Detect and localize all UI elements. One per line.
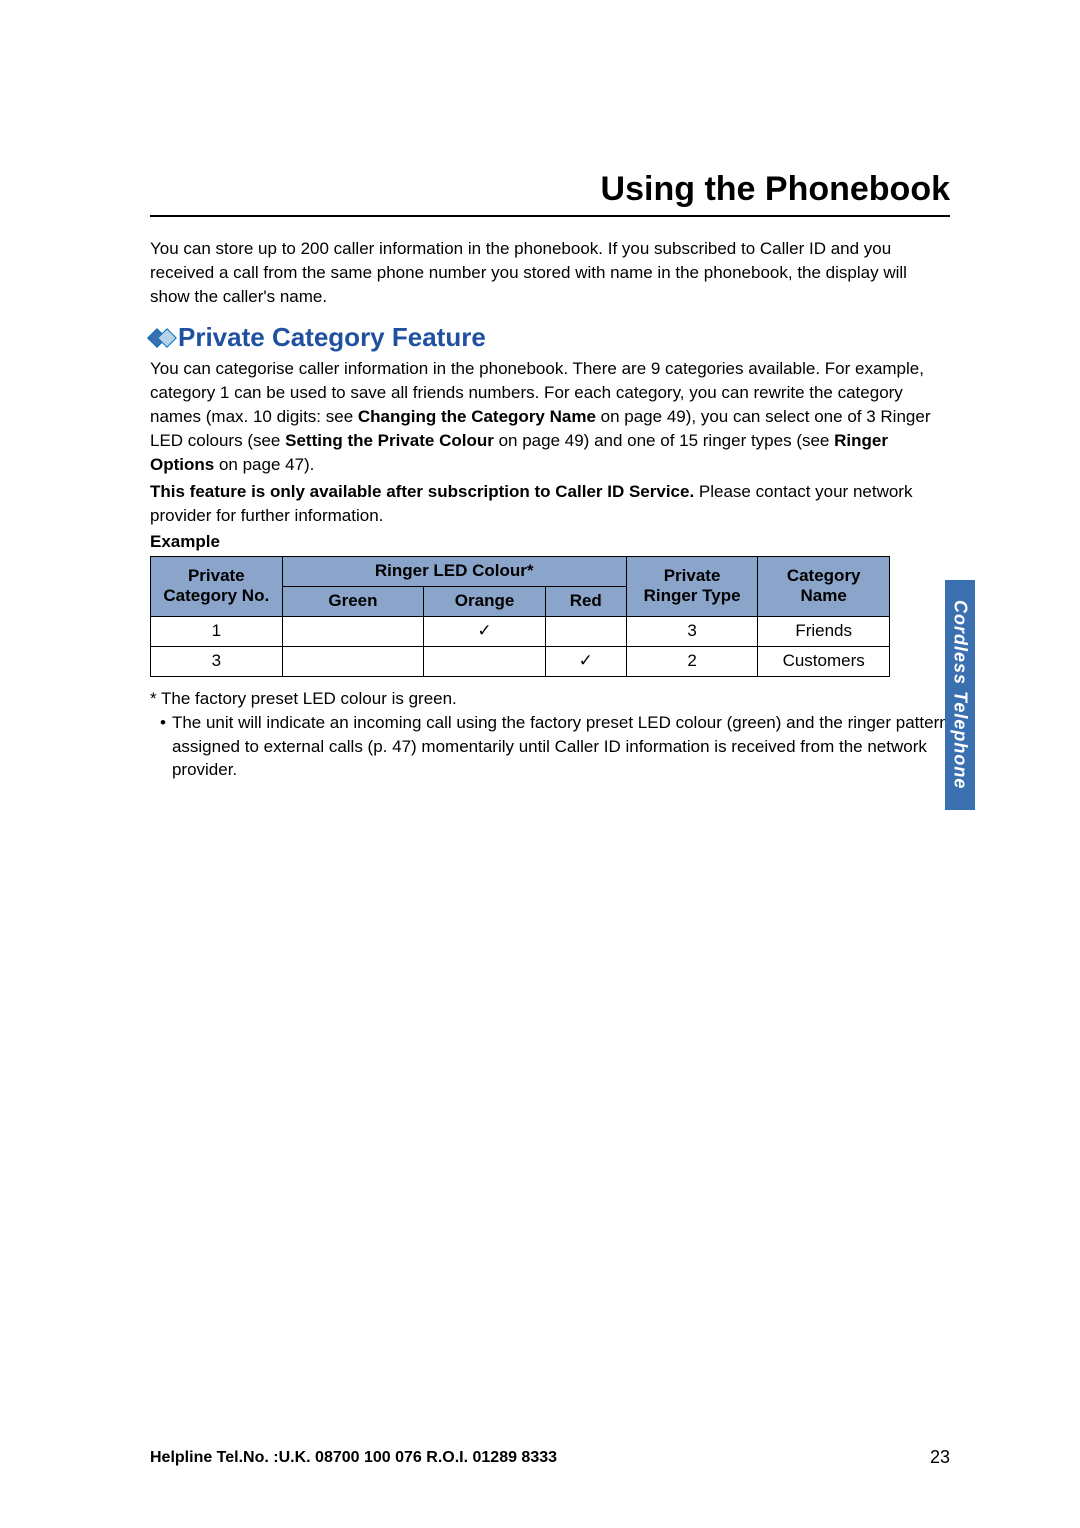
- th-private-cat: Private Category No.: [151, 556, 283, 616]
- th-line2: Name: [801, 586, 847, 605]
- cell-cat-no: 1: [151, 616, 283, 646]
- th-ringer-led: Ringer LED Colour*: [282, 556, 626, 586]
- th-line1: Private: [188, 566, 245, 585]
- cell-ringer-type: 3: [626, 616, 758, 646]
- th-line2: Ringer Type: [644, 586, 741, 605]
- footnote-star: * The factory preset LED colour is green…: [150, 687, 950, 711]
- footnote-bullet: • The unit will indicate an incoming cal…: [150, 711, 950, 782]
- category-table: Private Category No. Ringer LED Colour* …: [150, 556, 890, 677]
- footer-helpline: Helpline Tel.No. :U.K. 08700 100 076 R.O…: [150, 1449, 557, 1467]
- title-divider: [150, 215, 950, 217]
- bold-span: This feature is only available after sub…: [150, 482, 694, 501]
- bold-span: Setting the Private Colour: [285, 431, 494, 450]
- feature-para-1: You can categorise caller information in…: [150, 357, 950, 476]
- cell-green: [282, 616, 424, 646]
- text-span: on page 49) and one of 15 ringer types (…: [494, 431, 834, 450]
- text-span: on page 47).: [214, 455, 314, 474]
- bullet-icon: •: [160, 711, 166, 782]
- page-footer: Helpline Tel.No. :U.K. 08700 100 076 R.O…: [150, 1447, 950, 1468]
- footnote-bullet-text: The unit will indicate an incoming call …: [172, 711, 950, 782]
- cell-ringer-type: 2: [626, 646, 758, 676]
- cell-green: [282, 646, 424, 676]
- th-line1: Private: [664, 566, 721, 585]
- th-private-ringer: Private Ringer Type: [626, 556, 758, 616]
- diamond-icon-group: [150, 331, 170, 345]
- cell-red: ✓: [545, 646, 626, 676]
- table-row: 3 ✓ 2 Customers: [151, 646, 890, 676]
- side-tab: Cordless Telephone: [945, 580, 975, 810]
- table-row: 1 ✓ 3 Friends: [151, 616, 890, 646]
- intro-paragraph: You can store up to 200 caller informati…: [150, 237, 950, 308]
- cell-orange: ✓: [424, 616, 545, 646]
- th-green: Green: [282, 586, 424, 616]
- bold-span: Changing the Category Name: [358, 407, 596, 426]
- subsection-title: Private Category Feature: [178, 322, 486, 353]
- example-label: Example: [150, 532, 950, 552]
- cell-cat-no: 3: [151, 646, 283, 676]
- th-line1: Category: [787, 566, 861, 585]
- th-line2: Category No.: [163, 586, 269, 605]
- th-orange: Orange: [424, 586, 545, 616]
- cell-red: [545, 616, 626, 646]
- feature-para-2: This feature is only available after sub…: [150, 480, 950, 528]
- cell-cat-name: Customers: [758, 646, 890, 676]
- footer-page-number: 23: [930, 1447, 950, 1468]
- th-cat-name: Category Name: [758, 556, 890, 616]
- cell-cat-name: Friends: [758, 616, 890, 646]
- side-tab-text: Cordless Telephone: [950, 600, 971, 789]
- page-title: Using the Phonebook: [150, 170, 950, 209]
- cell-orange: [424, 646, 545, 676]
- subsection-header: Private Category Feature: [150, 322, 950, 353]
- th-red: Red: [545, 586, 626, 616]
